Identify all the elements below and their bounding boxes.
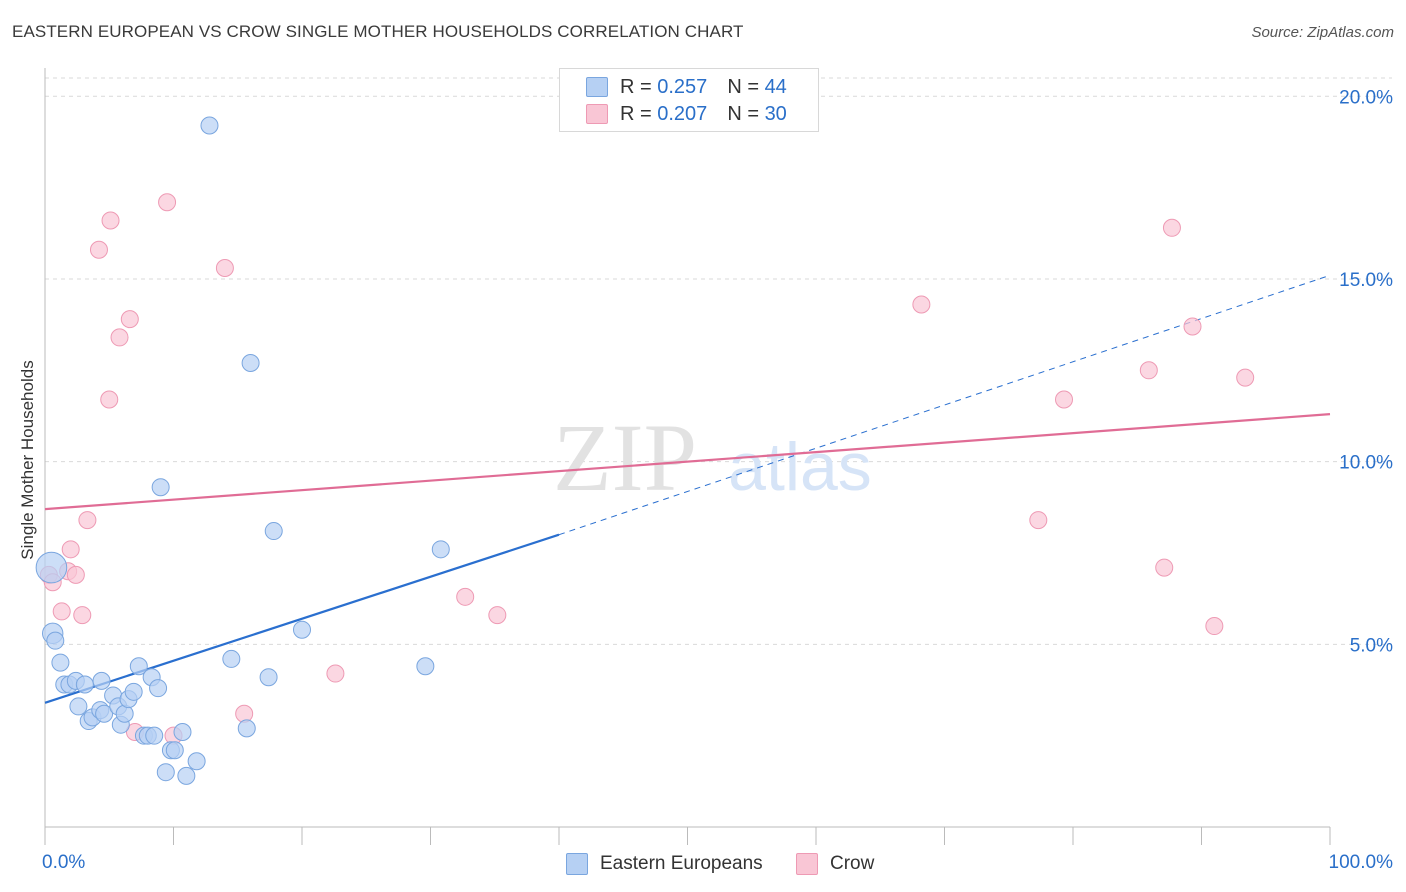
point-crow	[73, 606, 92, 625]
point-crow	[100, 390, 119, 409]
point-crow	[1162, 218, 1181, 237]
bottom-legend-swatch-pink	[796, 853, 818, 875]
point-crow	[1029, 511, 1048, 530]
point-eastern-europeans	[237, 719, 256, 738]
legend-n-label: N =	[727, 75, 759, 98]
y-tick-label: 20.0%	[1339, 87, 1393, 108]
point-eastern-europeans	[51, 653, 70, 672]
legend-r-value: 0.207	[657, 102, 708, 125]
point-crow	[1055, 390, 1074, 409]
point-eastern-europeans	[145, 726, 164, 745]
legend-n-value: 44	[764, 75, 787, 98]
point-crow	[488, 606, 507, 625]
x-axis-min-label: 0.0%	[42, 852, 86, 873]
point-crow	[1139, 361, 1158, 380]
x-axis-max-label: 100.0%	[1328, 852, 1393, 873]
legend-r-label: R =	[620, 102, 652, 125]
point-eastern-europeans	[173, 723, 192, 742]
legend-r-label: R =	[620, 75, 652, 98]
point-eastern-europeans	[75, 675, 94, 694]
point-crow	[101, 211, 120, 230]
point-crow	[78, 511, 97, 530]
legend-r-value: 0.257	[657, 75, 708, 98]
watermark-zip: ZIP	[553, 404, 697, 511]
y-tick-label: 15.0%	[1339, 270, 1393, 291]
y-axis-label: Single Mother Households	[18, 360, 37, 560]
trendline-eastern-europeans	[44, 533, 560, 704]
axes	[44, 68, 1331, 845]
trendline-crow	[44, 413, 1331, 511]
point-crow	[1155, 558, 1174, 577]
point-crow	[52, 602, 71, 621]
point-crow	[61, 540, 80, 559]
legend-swatch-pink	[586, 104, 608, 124]
bottom-legend-crow: Crow	[796, 852, 874, 876]
legend-n-label: N =	[727, 102, 759, 125]
point-eastern-europeans	[149, 679, 168, 698]
watermark: ZIP atlas	[553, 404, 872, 511]
point-crow	[1236, 368, 1255, 387]
watermark-atlas: atlas	[728, 429, 872, 505]
point-eastern-europeans	[241, 353, 260, 372]
point-eastern-europeans	[92, 671, 111, 690]
point-crow	[66, 565, 85, 584]
bottom-legend-eastern-europeans: Eastern Europeans	[566, 852, 763, 876]
trend-lines	[44, 274, 1331, 704]
point-eastern-europeans	[35, 551, 68, 584]
point-eastern-europeans	[46, 631, 65, 650]
data-points	[35, 116, 1255, 785]
point-crow	[89, 240, 108, 259]
point-crow	[456, 587, 475, 606]
bottom-legend-swatch-blue	[566, 853, 588, 875]
trendline-eastern-europeans-projection	[558, 274, 1331, 536]
legend-n-value: 30	[764, 102, 787, 125]
point-crow	[1183, 317, 1202, 336]
point-crow	[235, 704, 254, 723]
point-eastern-europeans	[293, 620, 311, 639]
point-eastern-europeans	[95, 704, 114, 723]
point-eastern-europeans	[165, 741, 184, 760]
point-crow	[1205, 617, 1224, 636]
bottom-legend-label: Crow	[830, 853, 875, 874]
point-eastern-europeans	[264, 522, 283, 541]
point-eastern-europeans	[259, 668, 278, 687]
chart-title: EASTERN EUROPEAN VS CROW SINGLE MOTHER H…	[12, 22, 744, 41]
point-crow	[912, 295, 931, 314]
legend-swatch-blue	[586, 77, 608, 97]
point-crow	[326, 664, 345, 683]
point-eastern-europeans	[222, 649, 241, 668]
point-crow	[215, 258, 234, 277]
legend-row-eastern-europeans: R = 0.257 N = 44	[586, 75, 787, 99]
point-eastern-europeans	[177, 766, 196, 785]
point-eastern-europeans	[69, 697, 88, 716]
point-eastern-europeans	[431, 540, 450, 559]
point-eastern-europeans	[151, 478, 170, 497]
point-eastern-europeans	[416, 657, 435, 676]
point-crow	[110, 328, 129, 347]
bottom-legend-label: Eastern Europeans	[600, 853, 763, 874]
point-eastern-europeans	[156, 763, 175, 782]
point-eastern-europeans	[124, 682, 143, 701]
y-tick-label: 5.0%	[1350, 635, 1393, 656]
point-eastern-europeans	[200, 116, 219, 135]
point-crow	[158, 193, 177, 212]
y-tick-labels: 5.0% 10.0% 15.0% 20.0%	[1339, 87, 1393, 656]
legend-row-crow: R = 0.207 N = 30	[586, 102, 787, 126]
point-crow	[120, 310, 139, 329]
point-eastern-europeans	[187, 752, 206, 771]
source-label: Source: ZipAtlas.com	[1251, 24, 1394, 41]
correlation-legend: R = 0.257 N = 44 R = 0.207 N = 30	[559, 68, 819, 132]
y-tick-label: 10.0%	[1339, 453, 1393, 474]
point-eastern-europeans	[129, 657, 148, 676]
